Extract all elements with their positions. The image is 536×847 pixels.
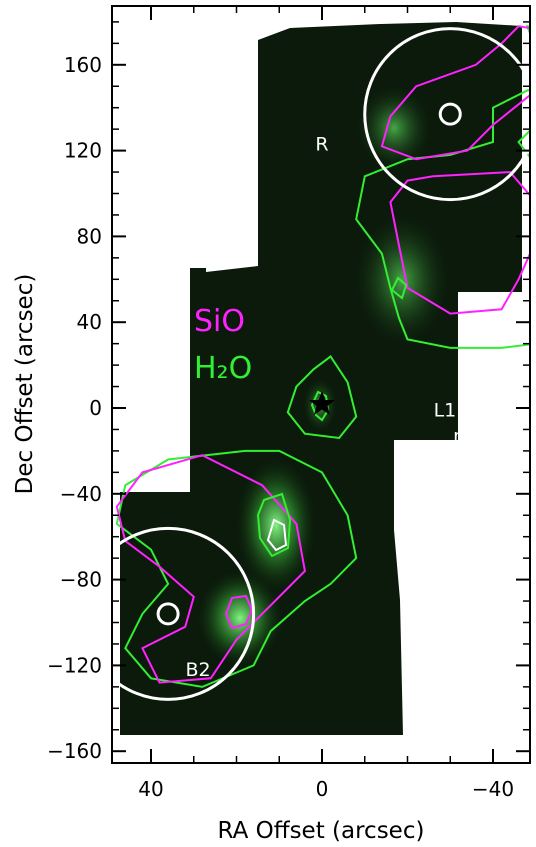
protostar-star-marker <box>309 391 335 415</box>
region-label-mm: mm <box>453 425 490 447</box>
h2o-contours <box>115 25 530 688</box>
observed-field <box>120 22 522 735</box>
sio-contour-0 <box>380 25 530 161</box>
h2o-contour-0 <box>355 25 530 349</box>
inner-contours <box>224 276 408 630</box>
y-tick-label: −80 <box>60 568 102 592</box>
h2o-contour-1 <box>286 355 358 440</box>
region-label-b1: B1 <box>438 567 463 589</box>
region-label-r: R <box>315 134 328 156</box>
beam-circle-inner-1 <box>156 602 180 626</box>
beam-circle-1 <box>81 526 256 701</box>
y-tick-label: 0 <box>89 396 102 420</box>
region-label-l1157: L1157 <box>434 400 493 422</box>
x-tick-label: 40 <box>138 777 163 801</box>
y-tick-label: 160 <box>64 53 102 77</box>
y-axis: 160 120 80 40 0 −40 −80 −120 −160 <box>47 21 530 763</box>
y-tick-label: −160 <box>47 739 102 763</box>
y-tick-label: 80 <box>77 224 102 248</box>
y-tick-label: 40 <box>77 310 102 334</box>
x-axis-title: RA Offset (arcsec) <box>218 818 425 844</box>
sio-contours <box>115 25 530 684</box>
legend-sio-label: SiO <box>194 304 245 339</box>
region-labels: R2RR0L1157mmB0B1B2 <box>113 134 493 682</box>
region-label-b0: B0 <box>113 462 138 484</box>
y-tick-label: 120 <box>64 139 102 163</box>
h2o-contour-2 <box>115 449 358 688</box>
x-tick-label: 0 <box>316 777 329 801</box>
legend-h2o-label: H₂O <box>194 351 252 386</box>
y-axis-title: Dec Offset (arcsec) <box>12 274 38 495</box>
y-tick-label: −120 <box>47 653 102 677</box>
beam-circle-inner-0 <box>438 102 462 126</box>
region-label-b2: B2 <box>185 659 210 681</box>
x-tick-label: −40 <box>472 777 514 801</box>
y-tick-label: −40 <box>60 482 102 506</box>
sio-contour-2 <box>115 454 306 684</box>
sio-contour-1 <box>389 171 530 315</box>
